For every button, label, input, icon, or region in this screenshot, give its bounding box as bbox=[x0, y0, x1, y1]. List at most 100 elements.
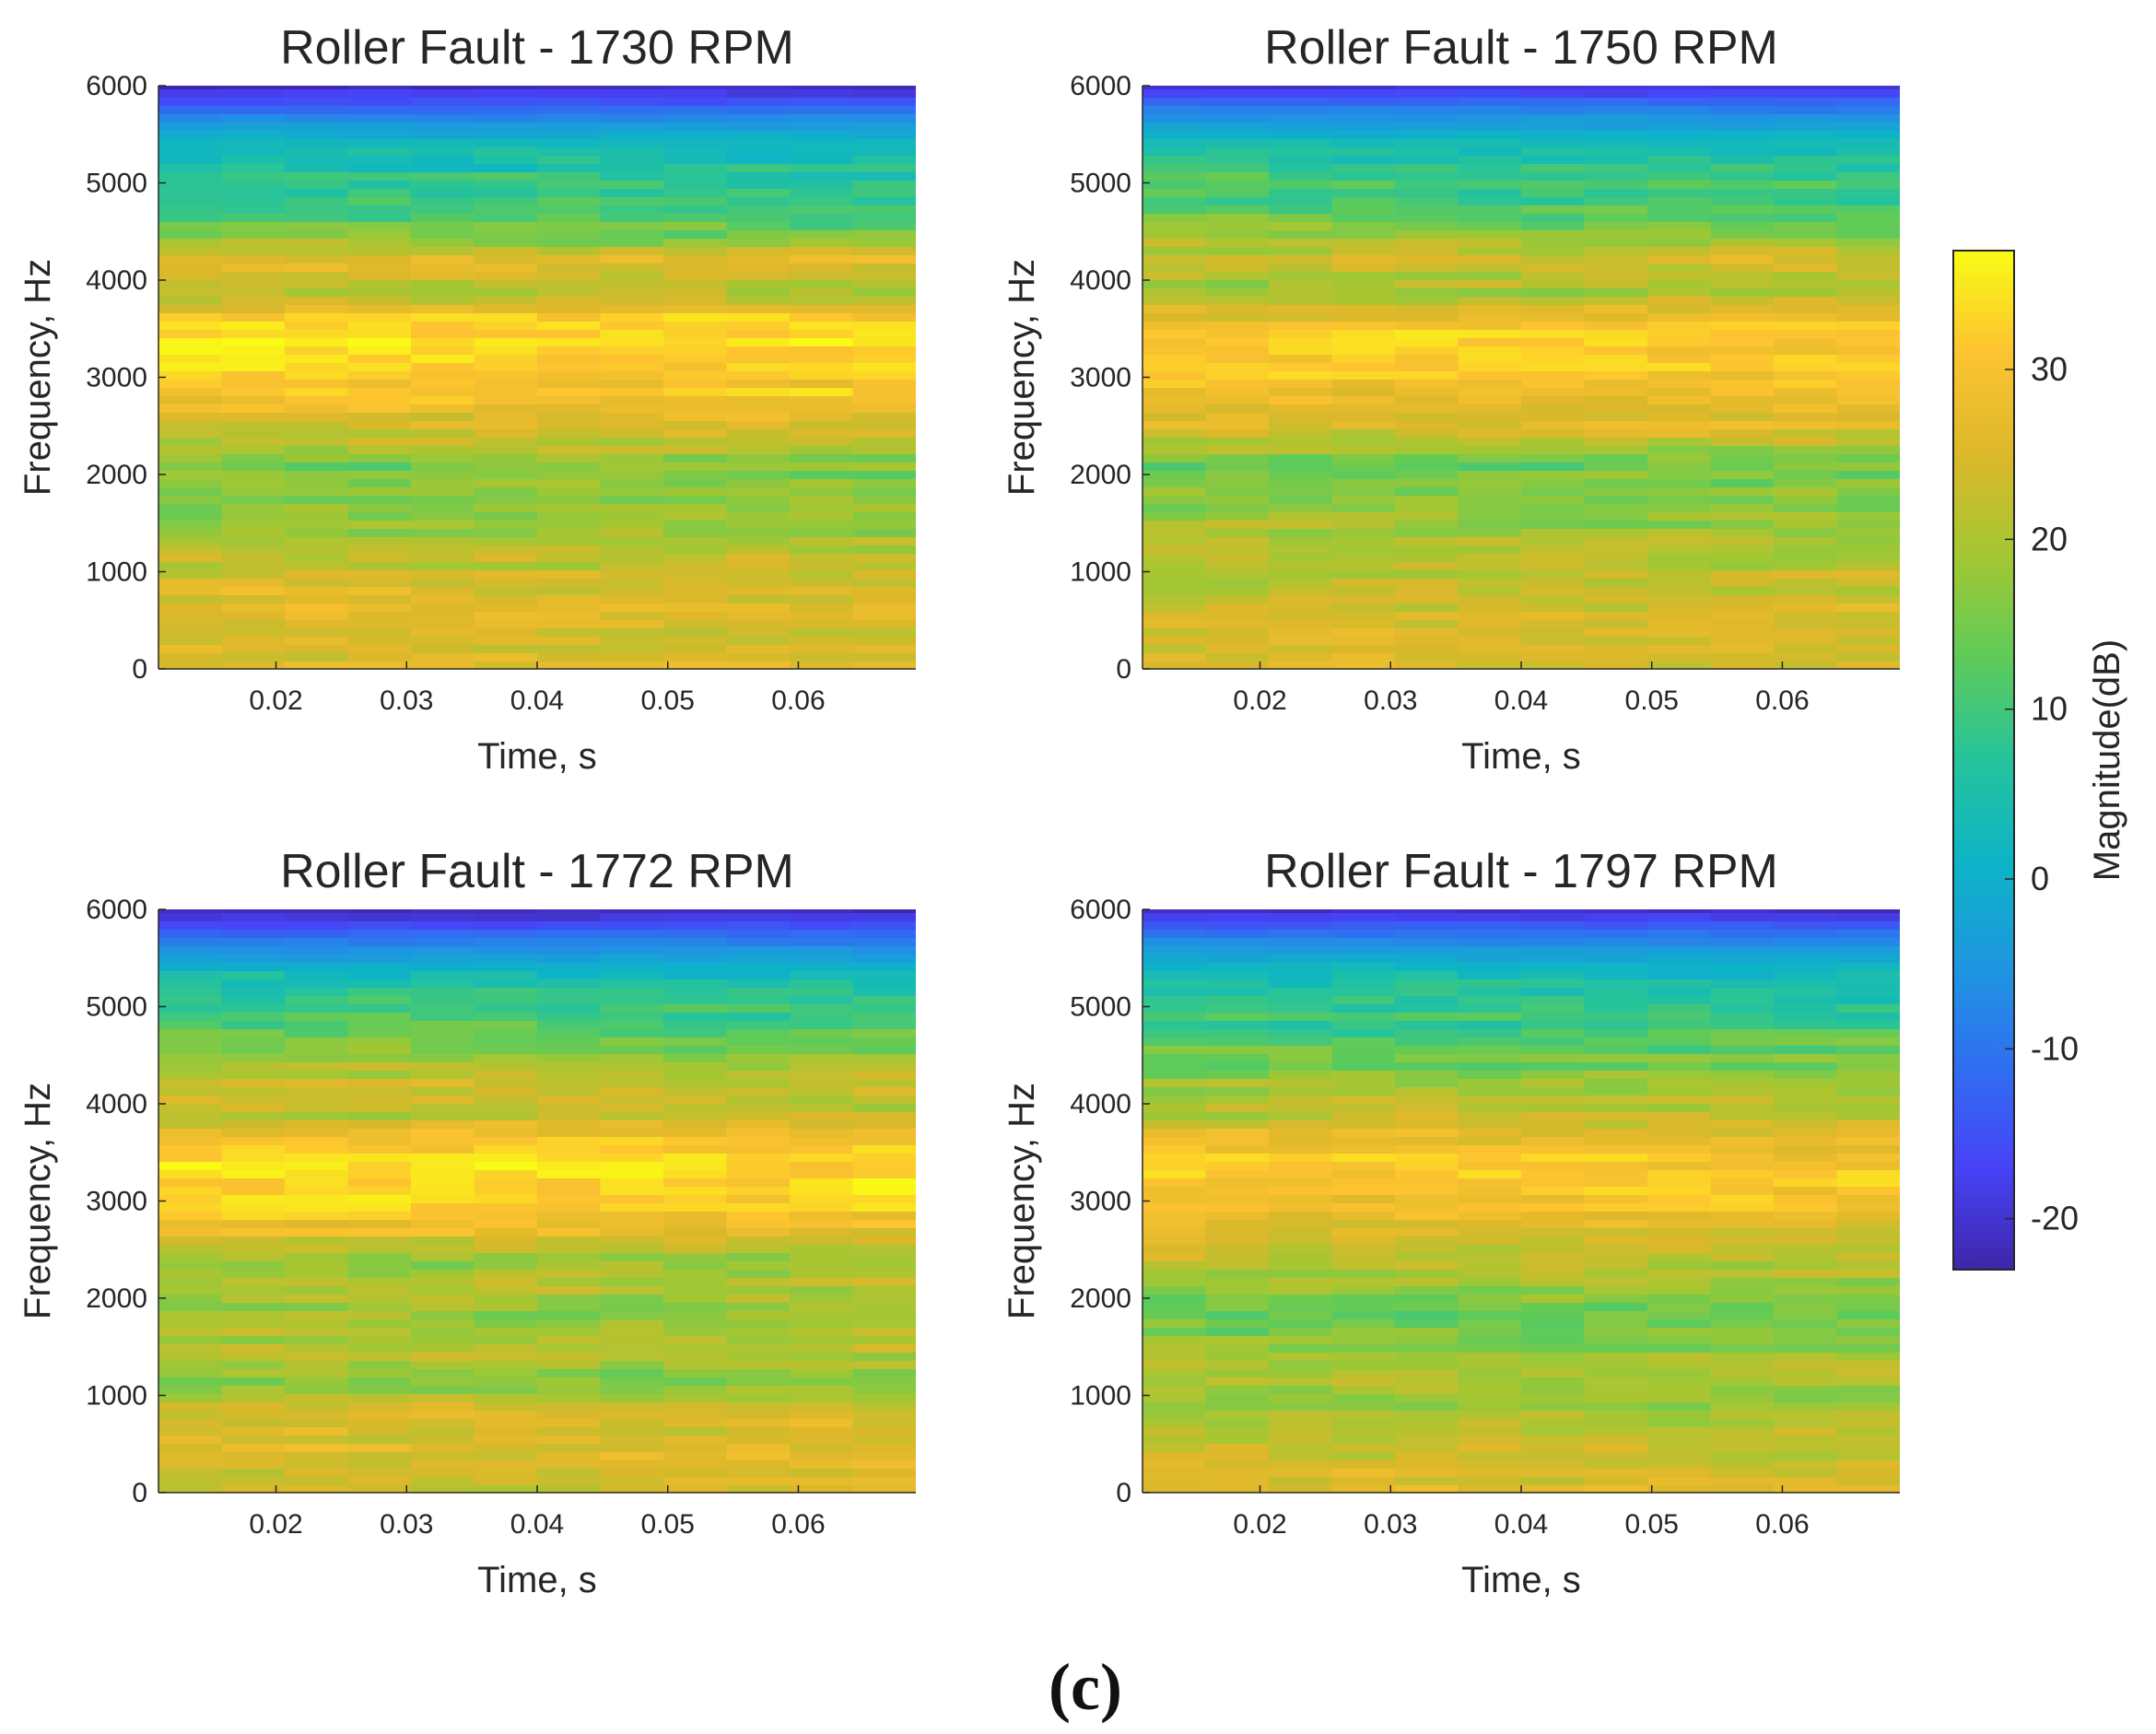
heatmap-cell bbox=[1458, 1426, 1522, 1435]
heatmap-cell bbox=[1836, 1327, 1900, 1336]
heatmap-cell bbox=[852, 1302, 916, 1311]
heatmap-cell bbox=[852, 1153, 916, 1162]
heatmap-cell bbox=[1142, 1003, 1207, 1013]
heatmap-cell bbox=[1774, 1459, 1838, 1469]
heatmap-cell bbox=[474, 196, 538, 205]
heatmap-cell bbox=[1142, 346, 1207, 355]
heatmap-cell bbox=[726, 1294, 791, 1303]
heatmap-cell bbox=[1269, 569, 1333, 579]
heatmap-cell bbox=[1584, 97, 1648, 106]
heatmap-cell bbox=[1269, 536, 1333, 545]
heatmap-cell bbox=[1774, 1451, 1838, 1460]
heatmap-cell bbox=[1205, 146, 1270, 156]
heatmap-cell bbox=[474, 962, 538, 971]
heatmap-cell bbox=[790, 1037, 854, 1046]
heatmap-cell bbox=[537, 1169, 602, 1178]
heatmap-cell bbox=[474, 205, 538, 214]
heatmap-cell bbox=[474, 1061, 538, 1071]
heatmap-cell bbox=[1142, 594, 1207, 603]
heatmap-cell bbox=[1521, 937, 1586, 946]
heatmap-cell bbox=[1395, 113, 1459, 123]
heatmap-cell bbox=[285, 122, 349, 131]
heatmap-cell bbox=[1774, 312, 1838, 322]
heatmap-cell bbox=[600, 346, 664, 355]
heatmap-cell bbox=[158, 1103, 223, 1112]
heatmap-cell bbox=[1142, 1194, 1207, 1203]
heatmap-cell bbox=[537, 520, 602, 529]
heatmap-cell bbox=[1584, 470, 1648, 479]
heatmap-cell bbox=[1395, 445, 1459, 454]
heatmap-cell bbox=[221, 238, 286, 247]
heatmap-cell bbox=[1395, 586, 1459, 595]
heatmap-cell bbox=[1774, 1095, 1838, 1104]
heatmap-cell bbox=[411, 138, 475, 147]
heatmap-cell bbox=[1521, 1144, 1586, 1154]
heatmap-cell bbox=[1836, 1119, 1900, 1129]
heatmap-cell bbox=[726, 1269, 791, 1278]
heatmap-cell bbox=[1331, 404, 1396, 413]
heatmap-cell bbox=[1269, 428, 1333, 438]
x-tick-label: 0.02 bbox=[249, 1509, 302, 1540]
heatmap-cell bbox=[474, 88, 538, 98]
heatmap-cell bbox=[158, 1426, 223, 1435]
heatmap-cell bbox=[1521, 437, 1586, 446]
heatmap-cell bbox=[1836, 1095, 1900, 1104]
heatmap-cell bbox=[1458, 954, 1522, 963]
heatmap-cell bbox=[790, 511, 854, 521]
heatmap-cell bbox=[1269, 937, 1333, 946]
heatmap-cell bbox=[1774, 1426, 1838, 1435]
heatmap-cell bbox=[1142, 611, 1207, 620]
heatmap-cell bbox=[474, 1161, 538, 1170]
heatmap-cell bbox=[1331, 1020, 1396, 1029]
heatmap-cell bbox=[1584, 122, 1648, 131]
heatmap-cell bbox=[663, 1177, 728, 1187]
heatmap-cell bbox=[1142, 569, 1207, 579]
heatmap-cell bbox=[221, 1020, 286, 1029]
heatmap-cell bbox=[221, 321, 286, 330]
heatmap-cell bbox=[1331, 644, 1396, 653]
heatmap-cell bbox=[790, 1227, 854, 1236]
heatmap-cell bbox=[1774, 462, 1838, 471]
heatmap-cell bbox=[1395, 1028, 1459, 1037]
heatmap-cell bbox=[221, 569, 286, 579]
heatmap-cell bbox=[411, 1368, 475, 1377]
heatmap-cell bbox=[285, 1169, 349, 1178]
heatmap-cell bbox=[285, 88, 349, 98]
heatmap-cell bbox=[537, 962, 602, 971]
heatmap-cell bbox=[411, 636, 475, 645]
heatmap-cell bbox=[1458, 263, 1522, 272]
heatmap-cell bbox=[1269, 1202, 1333, 1212]
heatmap-cell bbox=[1584, 412, 1648, 421]
heatmap-cell bbox=[474, 437, 538, 446]
heatmap-cell bbox=[1458, 1061, 1522, 1071]
heatmap-cell bbox=[537, 205, 602, 214]
heatmap-cell bbox=[1647, 1476, 1712, 1485]
heatmap-cell bbox=[347, 1244, 412, 1253]
heatmap-cell bbox=[221, 909, 286, 913]
heatmap-cell bbox=[474, 130, 538, 139]
heatmap-cell bbox=[158, 221, 223, 230]
heatmap-cell bbox=[1142, 920, 1207, 930]
heatmap-cell bbox=[474, 122, 538, 131]
heatmap-cell bbox=[1458, 395, 1522, 404]
heatmap-cell bbox=[1395, 221, 1459, 230]
heatmap-cell bbox=[1142, 1095, 1207, 1104]
heatmap-cell bbox=[1205, 1385, 1270, 1394]
heatmap-cell bbox=[1584, 205, 1648, 214]
spectrogram-panel-4: 0.02 0.03 0.04 0.05 0.0601000200030004000500… bbox=[1002, 845, 1900, 1600]
heatmap-cell bbox=[1710, 105, 1775, 114]
heatmap-cell bbox=[1521, 652, 1586, 662]
heatmap-cell bbox=[1205, 1401, 1270, 1411]
heatmap-cell bbox=[600, 188, 664, 197]
heatmap-cell bbox=[1331, 362, 1396, 371]
heatmap-cell bbox=[1331, 1095, 1396, 1104]
heatmap-cell bbox=[158, 1111, 223, 1120]
heatmap-cell bbox=[1458, 1020, 1522, 1029]
heatmap-cell bbox=[1774, 1186, 1838, 1195]
heatmap-cell bbox=[1395, 86, 1459, 89]
heatmap-cell bbox=[1584, 1153, 1648, 1162]
x-tick-label: 0.03 bbox=[380, 1509, 433, 1540]
heatmap-cell bbox=[726, 387, 791, 396]
heatmap-cell bbox=[537, 1045, 602, 1054]
heatmap-cell bbox=[411, 1211, 475, 1220]
